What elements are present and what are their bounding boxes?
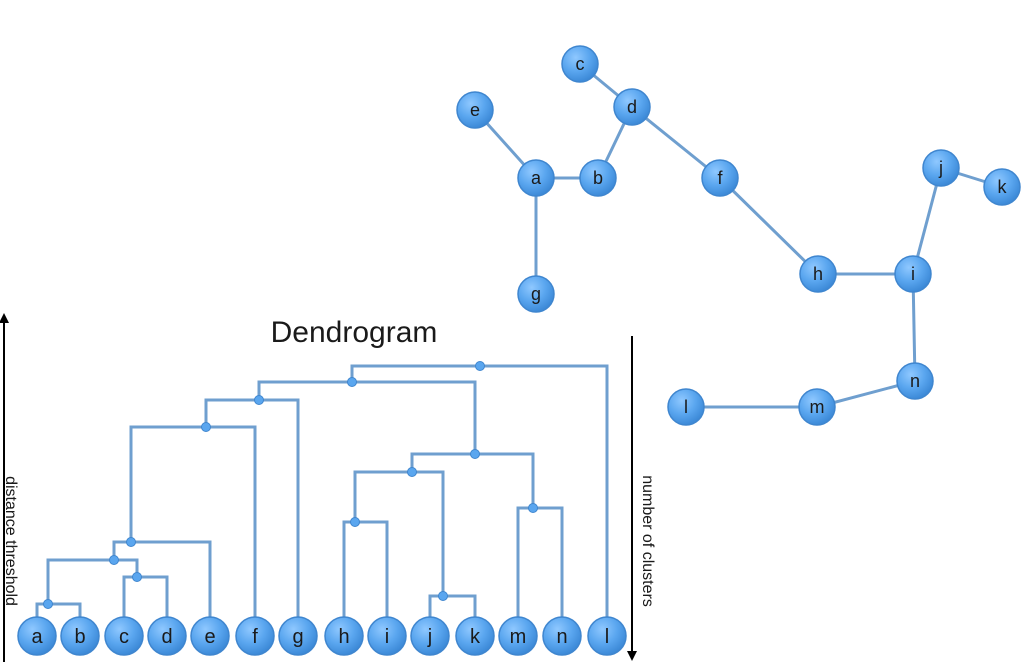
dendrogram-leaf-label: g (292, 626, 303, 648)
dendrogram-leaf-label: m (510, 626, 527, 648)
graph-edge-f-h (718, 176, 820, 276)
merge-point (109, 555, 119, 565)
dendrogram-leaf-g: g (278, 616, 318, 656)
graph-node-label: a (531, 168, 542, 188)
dendrogram-leaf-label: k (470, 626, 481, 648)
dendrogram-leaf-h: h (324, 616, 364, 656)
graph-nodes: c d e a b f j k h i g n l m (456, 45, 1021, 426)
dendrogram-leaf-f: f (235, 616, 275, 656)
graph-node-a: a (517, 159, 555, 197)
dendrogram-leaf-e: e (190, 616, 230, 656)
dendrogram-leaf-label: a (31, 626, 43, 648)
graph-node-label: b (593, 168, 603, 188)
graph-node-d: d (613, 88, 651, 126)
graph-node-f: f (701, 159, 739, 197)
graph-node-label: d (627, 97, 637, 117)
graph-node-label: l (684, 397, 688, 417)
merge-point (132, 572, 142, 582)
dendrogram-leaf-label: h (338, 626, 349, 648)
dendrogram-leaf-label: e (204, 626, 215, 648)
graph-node-label: h (813, 264, 823, 284)
dendrogram-leaf-l: l (587, 616, 627, 656)
dendrogram-leaf-b: b (60, 616, 100, 656)
dendrogram-title: Dendrogram (271, 316, 438, 349)
dendrogram-leaf-c: c (104, 616, 144, 656)
dendrogram-leaf-k: k (455, 616, 495, 656)
merge-point (43, 599, 53, 609)
graph-edges (473, 62, 1004, 409)
merge-point (201, 422, 211, 432)
dendrogram-leaf-label: d (161, 626, 172, 648)
graph-edge-d-f (630, 105, 722, 180)
dendrogram-leaf-label: c (119, 626, 129, 648)
merge-point (470, 449, 480, 459)
dendrogram-leaf-label: l (605, 626, 609, 648)
merge-point (254, 395, 264, 405)
graph-node-label: e (470, 100, 480, 120)
distance-threshold-label: distance threshold (2, 476, 19, 606)
graph-node-label: i (911, 264, 915, 284)
dendrogram-leaf-j: j (410, 616, 450, 656)
dendrogram-leaf-d: d (147, 616, 187, 656)
merge-point (407, 467, 417, 477)
graph-node-label: c (576, 54, 585, 74)
graph-node-e: e (456, 91, 494, 129)
dendrogram-merge-points (43, 361, 538, 609)
graph-node-h: h (799, 255, 837, 293)
graph-node-label: g (531, 284, 541, 304)
dendrogram-branches (35, 364, 609, 619)
number-of-clusters-label: number of clusters (639, 475, 656, 607)
graph-node-g: g (517, 275, 555, 313)
graph-node-k: k (983, 168, 1021, 206)
dendrogram-leaf-label: n (556, 626, 567, 648)
dendrogram-leaf-label: j (427, 626, 432, 648)
merge-point (438, 591, 448, 601)
dendrogram-leaf-label: f (252, 626, 258, 648)
merge-point (475, 361, 485, 371)
graph-node-j: j (922, 149, 960, 187)
graph-node-label: m (810, 397, 825, 417)
merge-point (350, 517, 360, 527)
graph-node-n: n (896, 362, 934, 400)
merge-point (126, 537, 136, 547)
axis-arrows (0, 313, 637, 662)
dendrogram-leaf-i: i (367, 616, 407, 656)
graph-node-label: f (717, 168, 723, 188)
merge-point (528, 503, 538, 513)
dendrogram-leaf-m: m (498, 616, 538, 656)
dendrogram-leaf-label: b (74, 626, 85, 648)
graph-node-m: m (798, 388, 836, 426)
graph-node-c: c (561, 45, 599, 83)
graph-node-label: k (998, 177, 1008, 197)
dendrogram-leaf-label: i (385, 626, 389, 648)
graph-node-b: b (579, 159, 617, 197)
dendrogram-leaf-a: a (17, 616, 57, 656)
dendrogram-leaf-n: n (542, 616, 582, 656)
merge-point (347, 377, 357, 387)
graph-node-label: n (910, 371, 920, 391)
graph-node-label: j (938, 158, 943, 178)
graph-node-l: l (667, 388, 705, 426)
graph-node-i: i (894, 255, 932, 293)
